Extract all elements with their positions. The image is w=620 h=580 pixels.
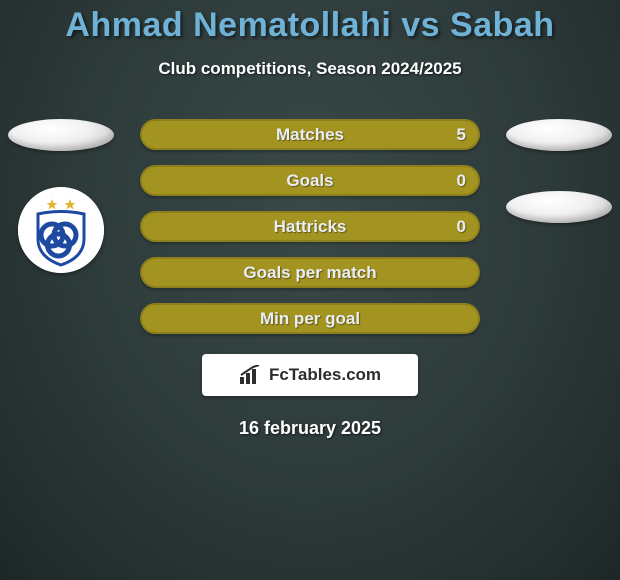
main-row: Matches 5 Goals 0 Hattricks 0 Goals per … xyxy=(0,119,620,334)
right-column xyxy=(504,119,614,223)
stat-row-goals-per-match: Goals per match xyxy=(140,257,480,288)
player-photo-placeholder-right-2 xyxy=(506,191,612,223)
date: 16 february 2025 xyxy=(239,418,381,439)
stat-row-hattricks: Hattricks 0 xyxy=(140,211,480,242)
left-column xyxy=(6,119,116,273)
club-badge-left-svg xyxy=(18,187,104,273)
club-badge-left xyxy=(18,187,104,273)
stat-bars: Matches 5 Goals 0 Hattricks 0 Goals per … xyxy=(140,119,480,334)
player-photo-placeholder-right-1 xyxy=(506,119,612,151)
stat-row-goals: Goals 0 xyxy=(140,165,480,196)
stat-label: Matches xyxy=(276,125,344,145)
brand-chart-icon xyxy=(239,365,263,385)
stat-value: 0 xyxy=(457,217,466,237)
content-root: Ahmad Nematollahi vs Sabah Club competit… xyxy=(0,0,620,580)
stat-row-matches: Matches 5 xyxy=(140,119,480,150)
player-photo-placeholder-left xyxy=(8,119,114,151)
brand-text: FcTables.com xyxy=(269,365,381,385)
brand-box: FcTables.com xyxy=(202,354,418,396)
stat-label: Goals xyxy=(286,171,333,191)
page-title: Ahmad Nematollahi vs Sabah xyxy=(65,6,554,45)
brand-suffix: Tables.com xyxy=(289,365,381,384)
stat-value: 5 xyxy=(457,125,466,145)
subtitle: Club competitions, Season 2024/2025 xyxy=(158,59,461,79)
stat-value: 0 xyxy=(457,171,466,191)
stat-label: Hattricks xyxy=(274,217,347,237)
stat-label: Goals per match xyxy=(243,263,376,283)
stat-label: Min per goal xyxy=(260,309,360,329)
stat-row-min-per-goal: Min per goal xyxy=(140,303,480,334)
brand-prefix: Fc xyxy=(269,365,289,384)
